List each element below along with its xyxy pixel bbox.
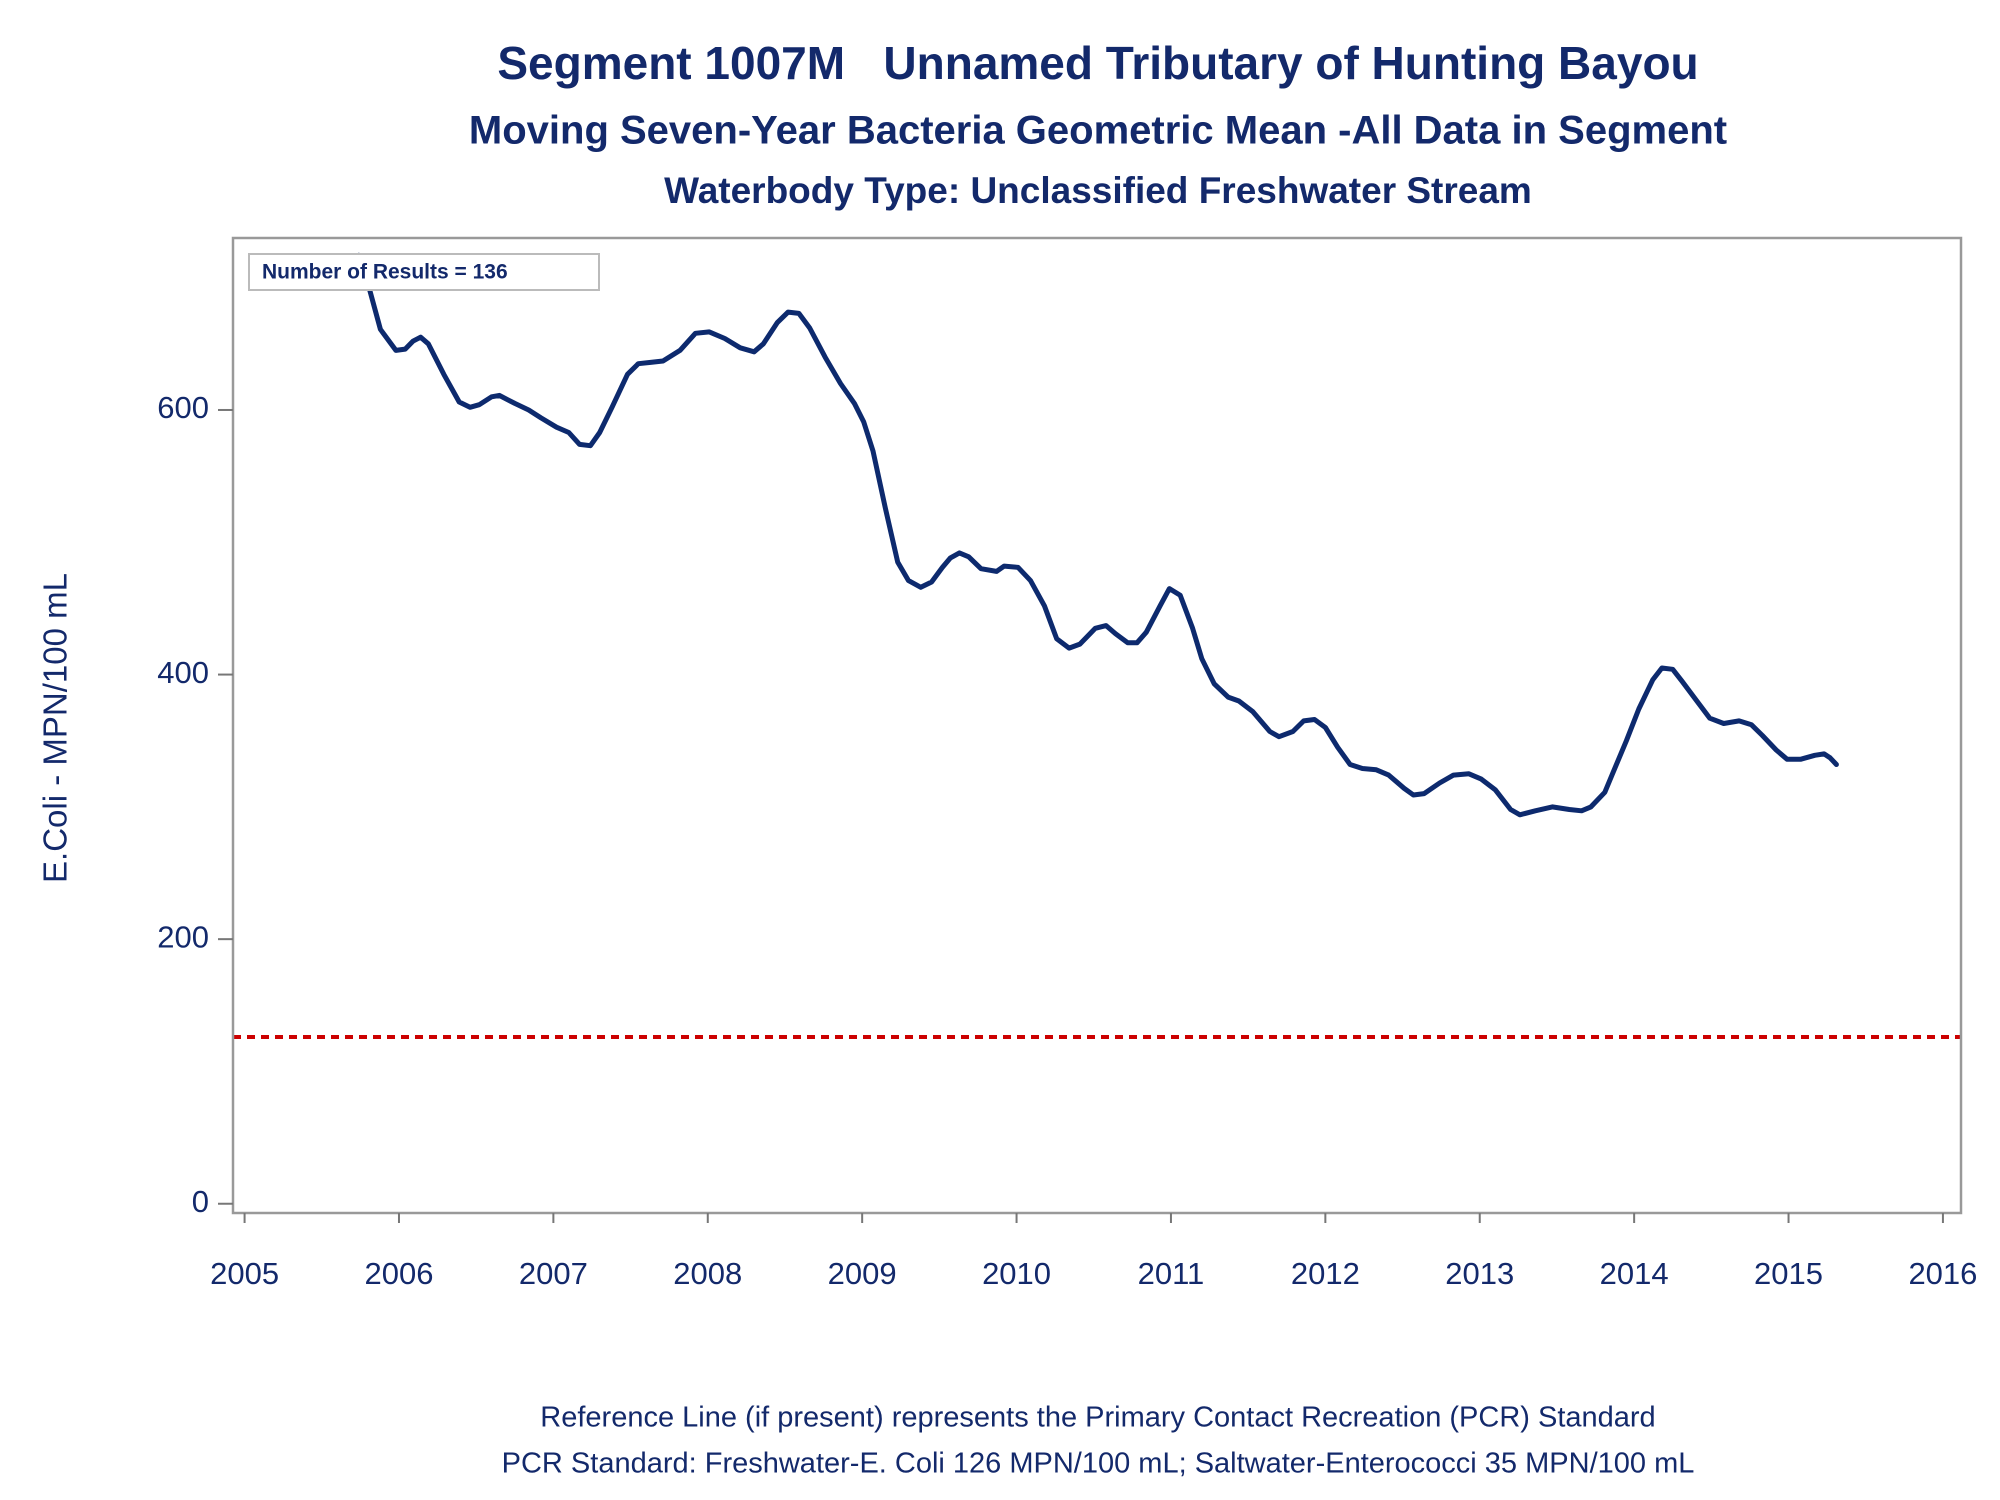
x-tick-label: 2005 — [210, 1256, 279, 1291]
chart-subtitle: Moving Seven-Year Bacteria Geometric Mea… — [469, 109, 1727, 153]
x-tick-label: 2015 — [1754, 1256, 1823, 1291]
annotation: Number of Results = 136 — [262, 261, 508, 284]
y-tick-label: 200 — [157, 919, 209, 954]
y-axis-label: E.Coli - MPN/100 mL — [37, 573, 74, 883]
x-tick-label: 2011 — [1138, 1256, 1205, 1291]
x-tick-label: 2010 — [982, 1256, 1051, 1291]
footnote: Reference Line (if present) represents t… — [540, 1402, 1655, 1434]
chart-title: Segment 1007M Unnamed Tributary of Hunti… — [497, 37, 1698, 89]
y-tick-label: 400 — [157, 655, 209, 690]
y-tick-label: 600 — [157, 390, 209, 425]
plot-area — [233, 252, 1961, 1040]
x-tick-label: 2009 — [828, 1256, 897, 1291]
x-tick-label: 2013 — [1445, 1256, 1514, 1291]
x-tick-label: 2016 — [1908, 1256, 1977, 1291]
x-tick-label: 2014 — [1600, 1256, 1669, 1291]
x-tick-label: 2012 — [1291, 1256, 1360, 1291]
x-tick-label: 2006 — [364, 1256, 433, 1291]
footnote: PCR Standard: Freshwater-E. Coli 126 MPN… — [502, 1448, 1695, 1480]
plot-frame — [231, 236, 1963, 1215]
x-tick-label: 2007 — [519, 1256, 588, 1291]
data-line — [356, 252, 1839, 818]
y-tick-label: 0 — [192, 1184, 209, 1219]
annotation-box — [248, 253, 600, 291]
chart-subtitle: Waterbody Type: Unclassified Freshwater … — [664, 170, 1532, 211]
x-tick-label: 2008 — [673, 1256, 742, 1291]
